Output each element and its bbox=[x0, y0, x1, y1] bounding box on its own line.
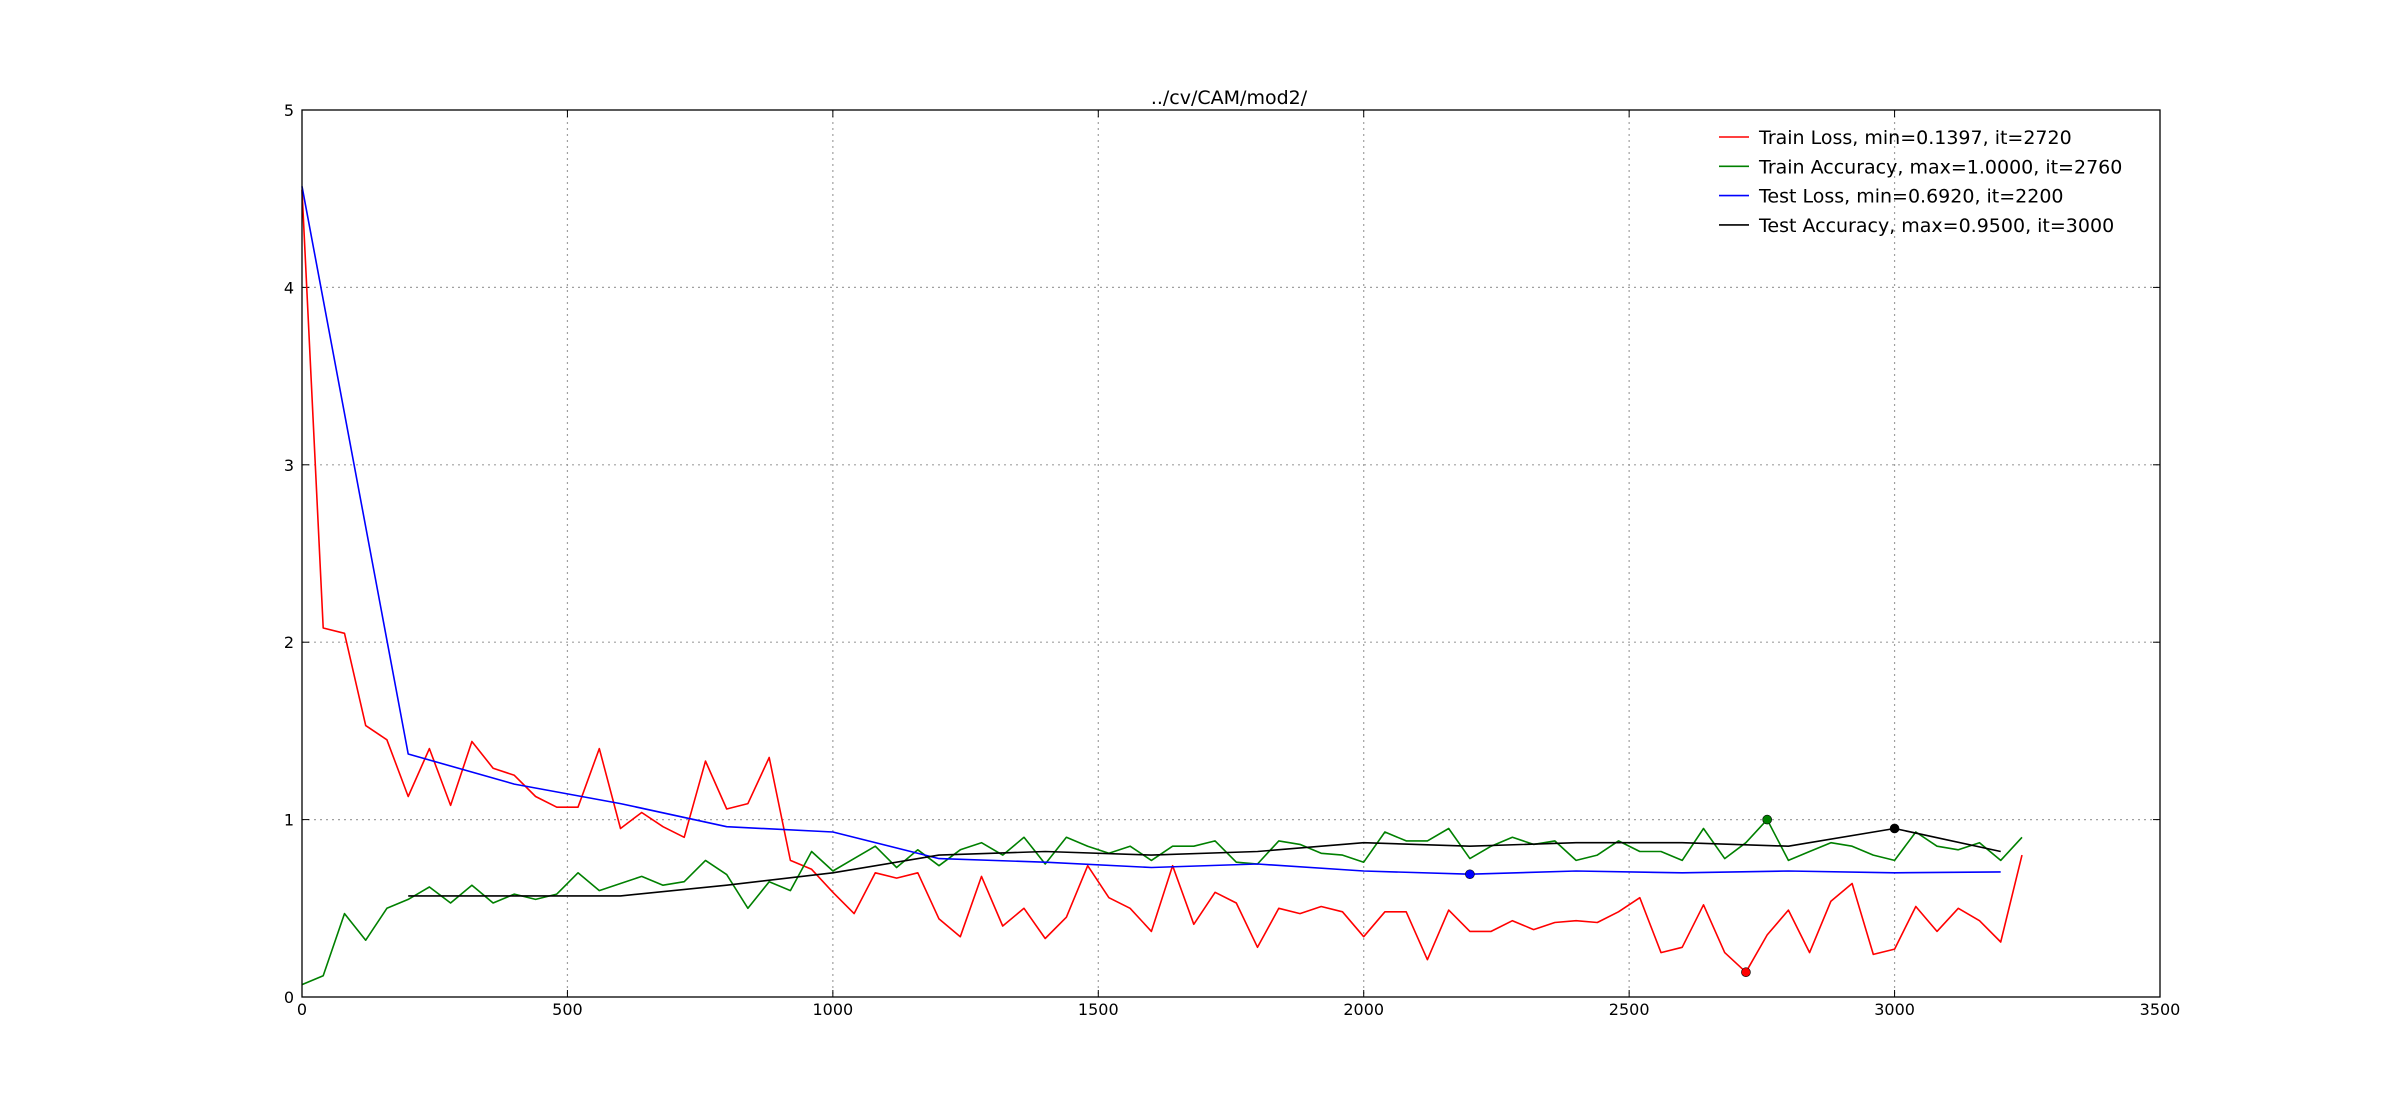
series-line-3 bbox=[408, 827, 2001, 897]
legend-label: Test Loss, min=0.6920, it=2200 bbox=[1758, 186, 2064, 208]
y-tick-label: 1 bbox=[284, 811, 294, 830]
extreme-markers bbox=[1465, 814, 1900, 978]
x-tick-label: 500 bbox=[552, 1000, 583, 1019]
x-tick-label: 3500 bbox=[2140, 1000, 2181, 1019]
legend-label: Test Accuracy, max=0.9500, it=3000 bbox=[1758, 215, 2114, 237]
y-tick-label: 2 bbox=[284, 633, 294, 652]
x-tick-label: 2000 bbox=[1343, 1000, 1384, 1019]
series-lines bbox=[301, 186, 2023, 986]
extreme-marker-3 bbox=[1889, 823, 1900, 834]
extreme-marker-1 bbox=[1762, 814, 1772, 825]
x-tick-label: 2500 bbox=[1609, 1000, 1650, 1019]
axis-ticks: 0 500 1000 1500 2000 2500 3000 3500 0 1 2 3 4 5 bbox=[284, 101, 2181, 1019]
legend-label: Train Loss, min=0.1397, it=2720 bbox=[1758, 127, 2072, 149]
x-tick-label: 0 bbox=[297, 1000, 307, 1019]
plot-frame bbox=[301, 109, 2161, 998]
y-tick-label: 0 bbox=[284, 988, 294, 1007]
series-line-2 bbox=[301, 186, 2001, 876]
y-tick-label: 4 bbox=[284, 278, 294, 297]
legend: Train Loss, min=0.1397, it=2720 Train Acc… bbox=[1719, 127, 2122, 237]
x-tick-label: 1500 bbox=[1078, 1000, 1119, 1019]
y-tick-label: 3 bbox=[284, 456, 294, 475]
legend-label: Train Accuracy, max=1.0000, it=2760 bbox=[1758, 156, 2122, 178]
series-line-0 bbox=[301, 189, 2023, 974]
y-tick-label: 5 bbox=[284, 101, 294, 120]
extreme-marker-0 bbox=[1741, 967, 1751, 978]
chart-title: ../cv/CAM/mod2/ bbox=[1151, 87, 1308, 109]
series-line-1 bbox=[301, 818, 2023, 986]
extreme-marker-2 bbox=[1465, 869, 1475, 880]
x-tick-label: 3000 bbox=[1874, 1000, 1915, 1019]
x-tick-label: 1000 bbox=[812, 1000, 853, 1019]
